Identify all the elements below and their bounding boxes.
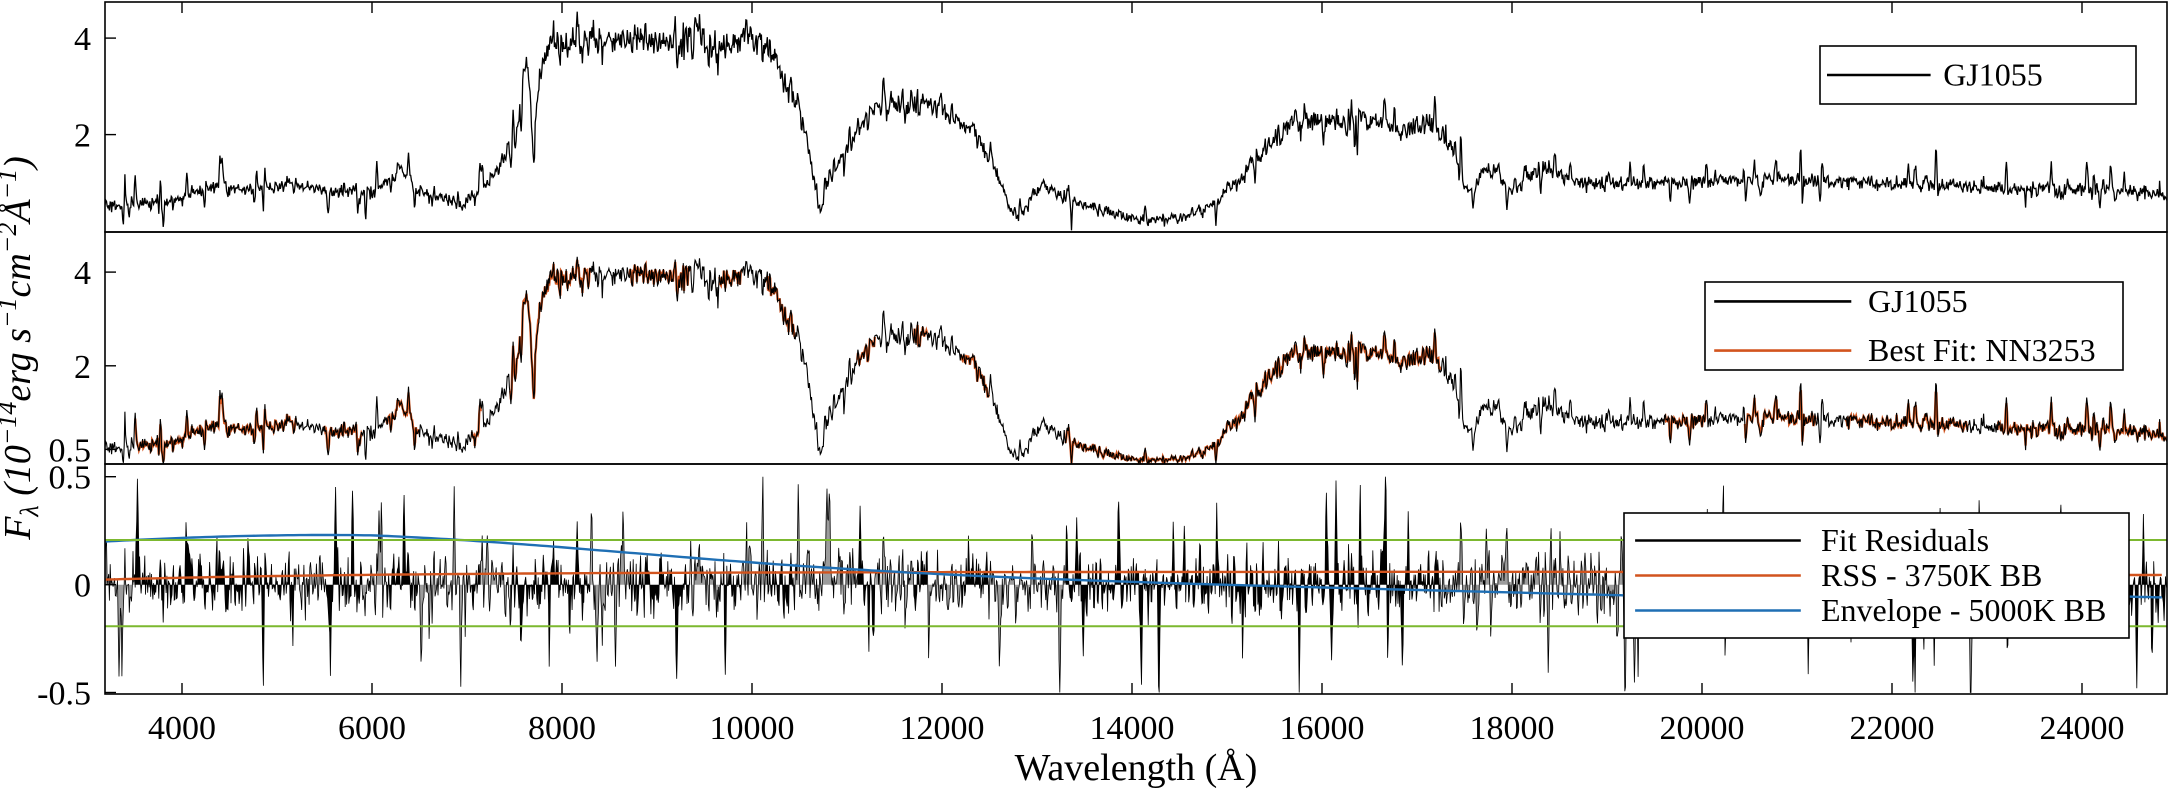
svg-text:-0.5: -0.5 <box>37 676 91 713</box>
svg-text:18000: 18000 <box>1470 710 1555 747</box>
svg-text:10000: 10000 <box>710 710 795 747</box>
svg-text:6000: 6000 <box>338 710 406 747</box>
svg-text:2: 2 <box>74 349 91 386</box>
svg-text:0.5: 0.5 <box>49 460 92 497</box>
svg-text:Envelope - 5000K BB: Envelope - 5000K BB <box>1821 592 2106 628</box>
svg-text:22000: 22000 <box>1850 710 1935 747</box>
svg-text:8000: 8000 <box>528 710 596 747</box>
svg-text:4: 4 <box>74 21 91 58</box>
svg-text:GJ1055: GJ1055 <box>1943 57 2043 93</box>
svg-text:4000: 4000 <box>148 710 216 747</box>
svg-text:16000: 16000 <box>1280 710 1365 747</box>
svg-text:RSS - 3750K BB: RSS - 3750K BB <box>1821 557 2042 593</box>
svg-text:Wavelength (Å): Wavelength (Å) <box>1015 747 1258 789</box>
svg-text:2: 2 <box>74 118 91 155</box>
svg-text:24000: 24000 <box>2040 710 2125 747</box>
svg-text:GJ1055: GJ1055 <box>1868 283 1968 319</box>
svg-text:20000: 20000 <box>1660 710 1745 747</box>
svg-text:Fλ (10−14erg s−1cm−2Å−1): Fλ (10−14erg s−1cm−2Å−1) <box>0 156 44 541</box>
svg-text:4: 4 <box>74 255 91 292</box>
svg-text:Best Fit: NN3253: Best Fit: NN3253 <box>1868 332 2096 368</box>
svg-text:Fit Residuals: Fit Residuals <box>1821 522 1989 558</box>
svg-text:0: 0 <box>74 568 91 605</box>
svg-text:12000: 12000 <box>900 710 985 747</box>
svg-text:14000: 14000 <box>1090 710 1175 747</box>
